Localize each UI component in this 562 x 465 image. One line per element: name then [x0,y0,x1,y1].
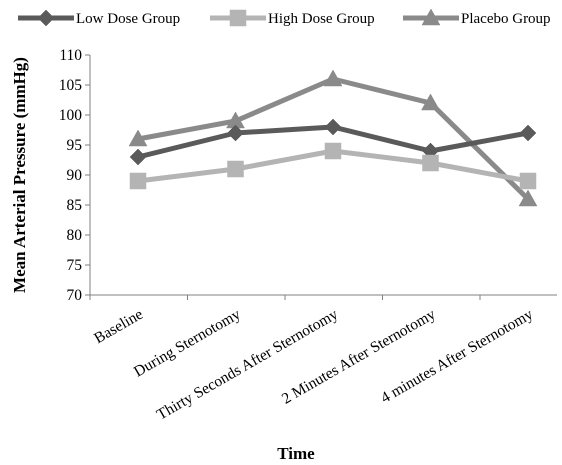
series-line [137,76,530,201]
x-tick-label: Baseline [91,306,146,347]
square-marker [129,172,147,190]
y-axis-title: Mean Arterial Pressure (mmHg) [10,57,29,293]
square-marker [519,172,537,190]
legend: Low Dose Group High Dose Group Placebo Gro… [18,8,551,27]
legend-label: High Dose Group [268,11,375,27]
diamond-marker [227,124,244,142]
legend-label: Placebo Group [461,11,551,27]
square-marker [229,9,247,27]
triangle-marker [323,69,343,87]
triangle-marker [518,189,538,207]
square-marker [422,154,439,172]
diamond-marker [519,124,537,142]
y-tick-label: 80 [67,227,83,244]
legend-item: High Dose Group [210,9,375,27]
y-tick-label: 100 [59,107,83,124]
legend-item: Placebo Group [403,8,551,27]
y-tick-label: 75 [67,257,83,274]
series-low-dose-group [129,118,537,166]
y-tick-label: 85 [67,197,83,214]
square-marker [227,160,244,178]
x-tick-label: 4 minutes After Sternotomy [378,306,536,407]
series-placebo-group [128,69,538,207]
diamond-marker [324,118,342,136]
y-tick-label: 90 [67,167,83,184]
y-tick-label: 105 [59,77,83,94]
triangle-marker [128,129,148,147]
triangle-marker [421,93,440,111]
x-tick-label: Thirty Seconds After Sternotomy [154,306,341,424]
x-axis-title: Time [277,444,315,460]
diamond-marker [129,148,147,166]
legend-label: Low Dose Group [76,11,180,27]
y-tick-label: 70 [67,287,83,304]
diamond-marker [37,9,55,27]
series-layer [128,69,538,207]
x-tick-label: 2 Minutes After Sternotomy [279,306,439,408]
legend-item: Low Dose Group [18,9,180,27]
triangle-marker [421,8,441,26]
y-tick-label: 110 [59,47,82,64]
y-tick-label: 95 [67,137,83,154]
square-marker [324,142,342,160]
series-high-dose-group [129,142,537,190]
